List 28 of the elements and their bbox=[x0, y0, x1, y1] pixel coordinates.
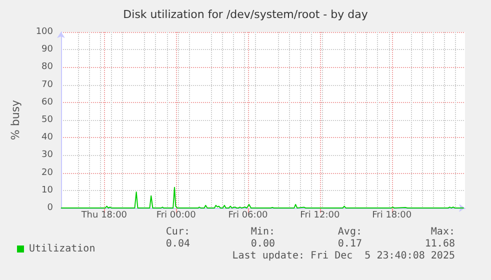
legend-label: Utilization bbox=[29, 244, 96, 254]
text: Max: bbox=[430, 226, 455, 238]
x-tick-label: Fri 00:00 bbox=[156, 210, 196, 220]
y-tick-label: 100 bbox=[36, 27, 54, 37]
y-tick-label: 90 bbox=[42, 44, 54, 55]
x-tick-label: Thu 18:00 bbox=[80, 210, 128, 220]
text: Cur: bbox=[166, 226, 190, 238]
text: 0.00 bbox=[250, 238, 275, 250]
chart-title: Disk utilization for /dev/system/root - by day bbox=[123, 8, 368, 21]
text: Min: bbox=[250, 226, 275, 238]
text: 0.04 bbox=[166, 238, 190, 250]
y-tick-label: 30 bbox=[42, 150, 54, 160]
x-tick-label: Fri 06:00 bbox=[228, 210, 268, 220]
text: 0.17 bbox=[338, 238, 362, 250]
text: Last update: Fri Dec 5 23:40:08 2025 bbox=[232, 250, 455, 262]
y-tick-label: 80 bbox=[42, 62, 54, 72]
x-tick-label: Fri 18:00 bbox=[372, 210, 412, 220]
text: Avg: bbox=[338, 226, 362, 238]
x-tick-label: Fri 12:00 bbox=[300, 210, 340, 220]
y-axis-title: % busy bbox=[9, 99, 22, 140]
y-tick-label: 0 bbox=[47, 203, 54, 213]
y-tick-label: 10 bbox=[42, 185, 54, 196]
y-tick-label: 40 bbox=[42, 132, 54, 143]
text: 11.68 bbox=[424, 238, 455, 250]
y-tick-label: 50 bbox=[42, 115, 54, 125]
y-tick-label: 60 bbox=[42, 97, 54, 108]
y-tick-label: 20 bbox=[42, 168, 54, 178]
y-tick-label: 70 bbox=[42, 80, 54, 90]
